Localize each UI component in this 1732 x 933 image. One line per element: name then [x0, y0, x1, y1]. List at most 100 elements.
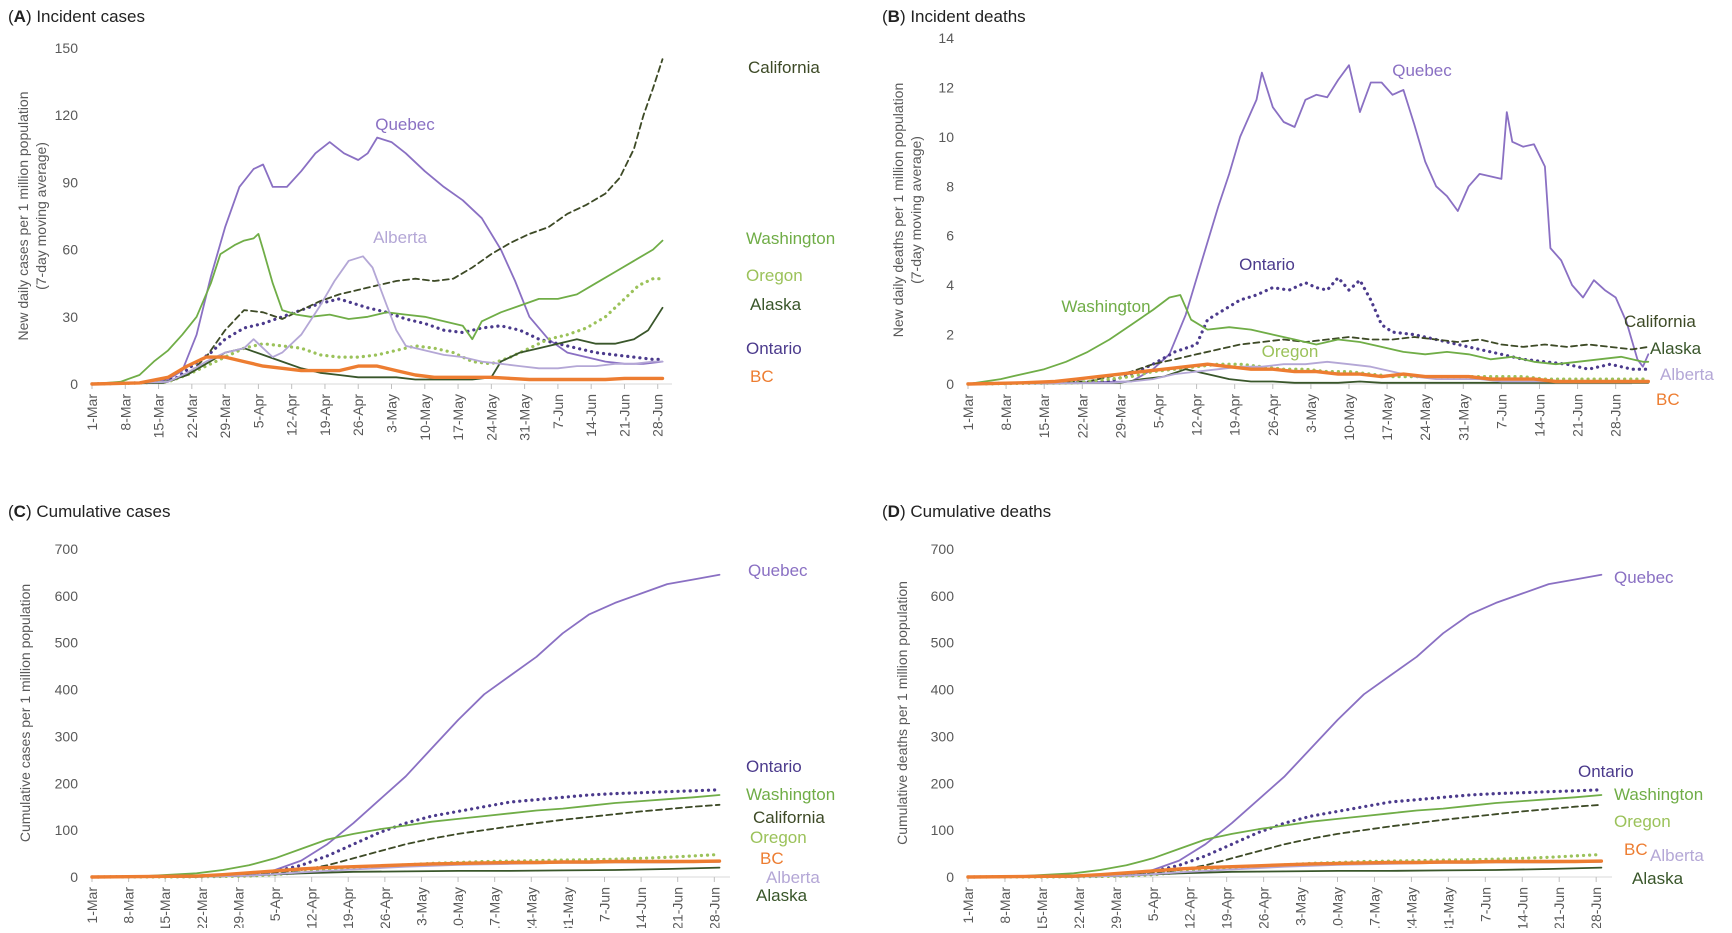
x-tick-label: 8-Mar: [117, 394, 133, 431]
series-label-ontario: Ontario: [1239, 255, 1295, 274]
title-text: ) Incident cases: [26, 7, 145, 26]
title-letter: B: [888, 7, 900, 26]
y-tick-label: 8: [946, 178, 954, 194]
series-line-quebec: [967, 64, 1650, 385]
x-tick-label: 29-Mar: [1112, 394, 1128, 439]
panel-a: (A) Incident cases New daily cases per 1 …: [8, 7, 835, 441]
series-line-california: [967, 803, 1603, 878]
y-tick-label: 400: [931, 682, 955, 698]
series-label-alberta: Alberta: [1650, 846, 1704, 865]
title-prefix: (: [8, 502, 14, 521]
x-tick-label: 29-Mar: [1108, 887, 1124, 928]
x-tick-label: 24-May: [1403, 887, 1419, 928]
title-text: ) Incident deaths: [900, 7, 1026, 26]
series-line-washington: [967, 294, 1650, 385]
x-tick-label: 14-Jun: [1531, 394, 1547, 437]
series-label-oregon: Oregon: [1614, 812, 1671, 831]
x-tick-label: 7-Jun: [1493, 394, 1509, 429]
x-tick-label: 7-Jun: [1477, 887, 1493, 922]
series-line-bc: [90, 859, 722, 879]
y-axis-label: Cumulative cases per 1 million populatio…: [17, 584, 33, 842]
x-tick-label: 29-Mar: [217, 394, 233, 439]
series-line-bc: [966, 859, 1604, 879]
x-tick-label: 5-Apr: [1150, 394, 1166, 429]
panel-title: (C) Cumulative cases: [8, 502, 171, 521]
x-tick-label: 17-May: [1379, 394, 1395, 441]
x-tick-label: 15-Mar: [151, 394, 167, 439]
x-tick-label: 15-Mar: [1034, 887, 1050, 928]
panel-d: (D) Cumulative deaths Cumulative deaths p…: [882, 502, 1704, 933]
series-label-ontario: Ontario: [746, 757, 802, 776]
series-label-quebec: Quebec: [1392, 61, 1452, 80]
x-tick-label: 3-May: [1293, 887, 1309, 926]
x-tick-label: 1-Mar: [84, 887, 100, 924]
x-tick-label: 31-May: [1440, 887, 1456, 928]
series-line-ontario: [966, 276, 1650, 386]
y-tick-label: 600: [931, 588, 955, 604]
title-letter: D: [888, 502, 900, 521]
y-axis-label-line: (7-day moving average): [908, 136, 924, 284]
y-tick-label: 120: [55, 107, 79, 123]
series-label-california: California: [753, 808, 825, 827]
y-tick-label: 150: [55, 40, 79, 56]
x-tick-label: 10-May: [1341, 394, 1357, 441]
x-tick-label: 8-Mar: [998, 394, 1014, 431]
x-tick-label: 28-Jun: [1608, 394, 1624, 437]
series-label-oregon: Oregon: [1262, 342, 1319, 361]
x-tick-label: 12-Apr: [284, 394, 300, 436]
x-tick-label: 22-Mar: [184, 394, 200, 439]
x-tick-label: 5-Apr: [1145, 887, 1161, 922]
x-tick-label: 1-Mar: [960, 887, 976, 924]
series-label-ontario: Ontario: [746, 339, 802, 358]
y-tick-label: 60: [62, 242, 78, 258]
series-line-ontario: [90, 788, 722, 879]
x-tick-label: 21-Jun: [670, 887, 686, 928]
series-line-california: [91, 58, 664, 385]
y-tick-label: 90: [62, 174, 78, 190]
x-tick-label: 26-Apr: [1256, 887, 1272, 928]
y-tick-label: 400: [55, 682, 79, 698]
series-line-quebec: [967, 573, 1603, 878]
series-label-alaska: Alaska: [756, 886, 808, 905]
panel-b: (B) Incident deaths New daily deaths per …: [882, 7, 1714, 441]
x-tick-label: 26-Apr: [350, 394, 366, 436]
series-label-california: California: [1624, 312, 1696, 331]
series-label-washington: Washington: [746, 785, 835, 804]
x-tick-label: 31-May: [517, 394, 533, 441]
x-tick-label: 24-May: [483, 394, 499, 441]
x-tick-label: 17-May: [450, 394, 466, 441]
series-label-quebec: Quebec: [375, 115, 435, 134]
panel-title: (D) Cumulative deaths: [882, 502, 1051, 521]
x-tick-label: 31-May: [560, 887, 576, 928]
x-tick-label: 10-May: [450, 887, 466, 928]
series-label-bc: BC: [1656, 390, 1680, 409]
y-axis-label-line: (7-day moving average): [33, 142, 49, 290]
series-label-ontario: Ontario: [1578, 762, 1634, 781]
y-tick-label: 6: [946, 228, 954, 244]
series-label-bc: BC: [750, 367, 774, 386]
y-tick-label: 300: [55, 728, 79, 744]
x-tick-label: 22-Mar: [1074, 394, 1090, 439]
y-tick-label: 0: [70, 869, 78, 885]
x-tick-label: 12-Apr: [1182, 887, 1198, 928]
series-label-alaska: Alaska: [1632, 869, 1684, 888]
x-tick-label: 31-May: [1455, 394, 1471, 441]
y-tick-label: 200: [55, 775, 79, 791]
title-text: ) Cumulative cases: [26, 502, 171, 521]
series-line-washington: [91, 233, 664, 385]
series-line-alberta: [91, 255, 664, 385]
x-tick-label: 26-Apr: [1265, 394, 1281, 436]
y-tick-label: 0: [946, 869, 954, 885]
x-tick-label: 17-May: [487, 887, 503, 928]
x-tick-label: 15-Mar: [1036, 394, 1052, 439]
x-tick-label: 7-Jun: [550, 394, 566, 429]
x-tick-label: 28-Jun: [706, 887, 722, 928]
x-tick-label: 14-Jun: [1514, 887, 1530, 928]
series-label-washington: Washington: [746, 229, 835, 248]
x-tick-label: 19-Apr: [1219, 887, 1235, 928]
x-tick-label: 3-May: [1303, 394, 1319, 433]
y-axis-label: New daily cases per 1 million population…: [15, 91, 49, 340]
y-tick-label: 0: [70, 376, 78, 392]
x-tick-label: 21-Jun: [616, 394, 632, 437]
